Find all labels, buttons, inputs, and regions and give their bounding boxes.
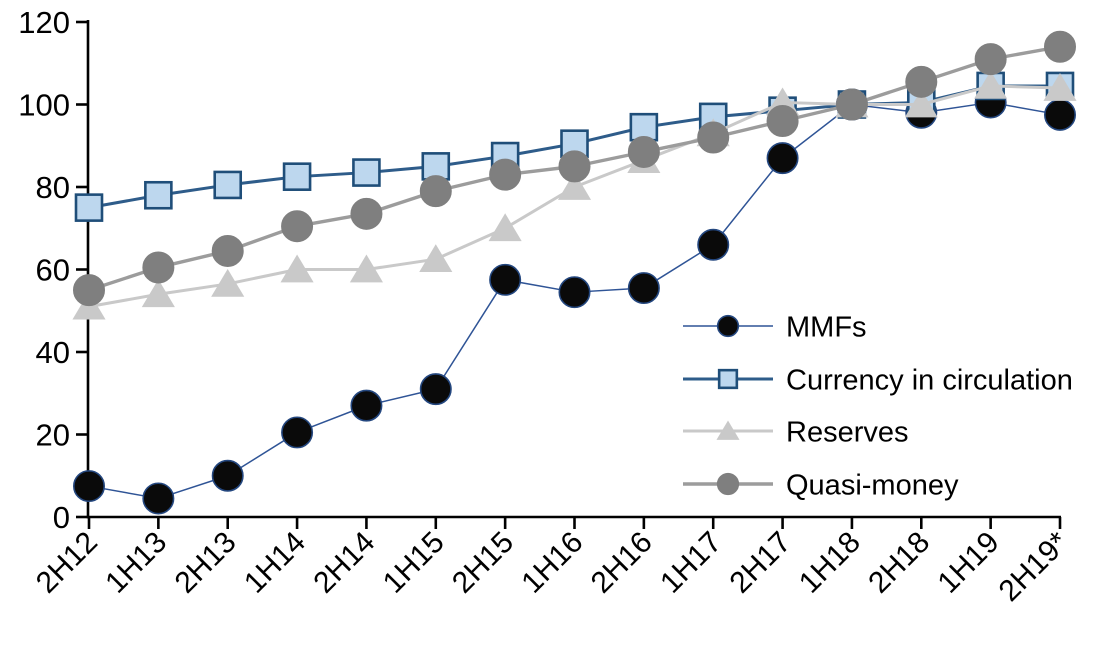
data-point-marker (74, 193, 104, 222)
data-point-marker (489, 263, 522, 296)
data-point-marker (352, 158, 381, 187)
x-tick-label: 2H12 (30, 526, 104, 600)
data-point-marker (489, 158, 522, 191)
data-point-marker (697, 228, 730, 261)
data-point-marker (281, 210, 314, 243)
legend-marker (716, 420, 740, 440)
x-tick-label: 2H19* (993, 525, 1076, 608)
data-point-marker (280, 254, 314, 283)
series-quasi-money (73, 30, 1077, 307)
data-point-marker (211, 459, 244, 492)
x-tick-label: 1H14 (238, 526, 312, 600)
data-point-marker (558, 276, 591, 309)
y-tick-label: 80 (36, 170, 70, 205)
data-point-marker (281, 416, 314, 449)
data-point-marker (627, 272, 660, 305)
data-point-marker (142, 482, 175, 515)
legend-label: MMFs (786, 311, 867, 343)
legend-marker (716, 472, 740, 496)
x-tick-label: 2H16 (585, 526, 659, 600)
data-point-marker (558, 150, 591, 183)
y-tick-label: 120 (18, 5, 70, 40)
data-point-marker (141, 279, 175, 308)
data-point-marker (904, 89, 938, 118)
data-point-marker (1044, 98, 1077, 131)
data-point-marker (629, 112, 659, 142)
x-tick-label: 2H15 (446, 526, 520, 600)
data-point-marker (1043, 73, 1077, 101)
data-point-marker (627, 135, 660, 168)
legend-item-quasi-money: Quasi-money (683, 469, 959, 501)
data-point-marker (282, 162, 312, 191)
data-point-marker (974, 70, 1008, 99)
x-tick-label: 1H17 (654, 526, 728, 600)
legend-marker (716, 314, 740, 338)
y-tick-label: 20 (36, 417, 70, 452)
y-tick-label: 0 (53, 500, 70, 535)
data-point-marker (557, 172, 592, 200)
y-tick-label: 100 (18, 87, 70, 122)
x-tick-label: 2H13 (169, 526, 243, 600)
x-tick-label: 2H14 (307, 526, 381, 600)
data-point-marker (488, 213, 522, 242)
x-tick-label: 2H18 (862, 526, 936, 600)
legend-item-mmfs: MMFs (683, 311, 867, 343)
data-point-marker (73, 274, 106, 307)
x-tick-label: 1H13 (99, 526, 173, 600)
legend-item-reserves: Reserves (683, 416, 909, 448)
data-point-marker (419, 373, 452, 406)
x-tick-label: 1H19 (932, 526, 1006, 600)
x-tick-label: 1H16 (515, 526, 589, 600)
data-point-marker (419, 175, 452, 208)
data-point-marker (766, 142, 799, 175)
data-point-marker (142, 251, 175, 284)
data-point-marker (1044, 30, 1077, 63)
y-tick-label: 40 (36, 335, 70, 370)
x-tick-label: 2H17 (723, 526, 797, 600)
data-point-marker (419, 244, 453, 273)
data-point-marker (905, 65, 938, 98)
data-point-marker (835, 88, 868, 121)
x-tick-label: 1H18 (793, 526, 867, 600)
legend-label: Currency in circulation (786, 364, 1073, 396)
legend-marker (717, 368, 739, 390)
data-point-marker (350, 197, 383, 230)
data-point-marker (349, 254, 383, 283)
data-point-marker (213, 170, 243, 200)
data-point-marker (697, 121, 730, 154)
data-point-marker (211, 234, 244, 267)
data-point-marker (73, 470, 106, 503)
legend-label: Quasi-money (786, 469, 959, 501)
data-point-marker (974, 43, 1007, 76)
legend-item-currency-in-circulation: Currency in circulation (683, 364, 1073, 396)
data-point-marker (350, 389, 383, 422)
legend-label: Reserves (786, 416, 909, 448)
data-point-marker (766, 105, 799, 138)
x-tick-label: 1H15 (377, 526, 451, 600)
data-point-marker (144, 180, 173, 210)
y-tick-label: 60 (36, 252, 70, 287)
data-point-marker (211, 268, 245, 297)
legend: MMFs Currency in circulation Reserves Quasi… (683, 311, 1073, 501)
